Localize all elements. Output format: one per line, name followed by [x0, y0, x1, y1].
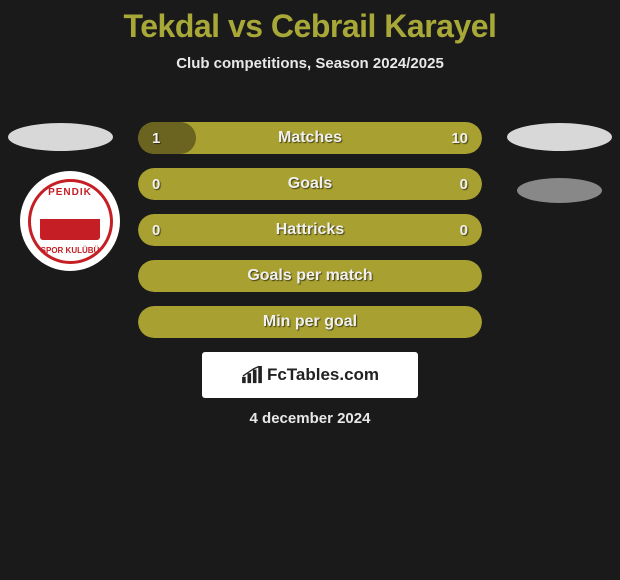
subtitle: Club competitions, Season 2024/2025 — [0, 55, 620, 72]
stats-chart: 1Matches100Goals00Hattricks0Goals per ma… — [138, 122, 482, 352]
stat-row: 0Goals0 — [138, 168, 482, 200]
watermark-text: FcTables.com — [267, 365, 379, 385]
stat-label: Goals per match — [138, 267, 482, 285]
club-badge-subtext: SPOR KULÜBÜ — [41, 246, 100, 255]
stat-right-value: 0 — [460, 222, 468, 239]
stat-right-value: 10 — [451, 130, 468, 147]
player-left-avatar-placeholder — [8, 123, 113, 151]
stat-label: Goals — [138, 175, 482, 193]
stat-label: Matches — [138, 129, 482, 147]
stat-row: Goals per match — [138, 260, 482, 292]
bar-chart-icon — [241, 366, 263, 384]
stat-row: 1Matches10 — [138, 122, 482, 154]
club-badge-name: PENDIK — [48, 187, 92, 198]
stat-label: Hattricks — [138, 221, 482, 239]
club-badge-emblem — [40, 205, 100, 240]
player-left-club-badge: PENDIK SPOR KULÜBÜ — [20, 171, 120, 271]
watermark: FcTables.com — [202, 352, 418, 398]
stat-row: 0Hattricks0 — [138, 214, 482, 246]
stat-row: Min per goal — [138, 306, 482, 338]
stat-label: Min per goal — [138, 313, 482, 331]
stat-right-value: 0 — [460, 176, 468, 193]
player-right-club-placeholder — [517, 178, 602, 203]
player-right-avatar-placeholder — [507, 123, 612, 151]
date-label: 4 december 2024 — [0, 410, 620, 427]
page-title: Tekdal vs Cebrail Karayel — [0, 0, 620, 45]
